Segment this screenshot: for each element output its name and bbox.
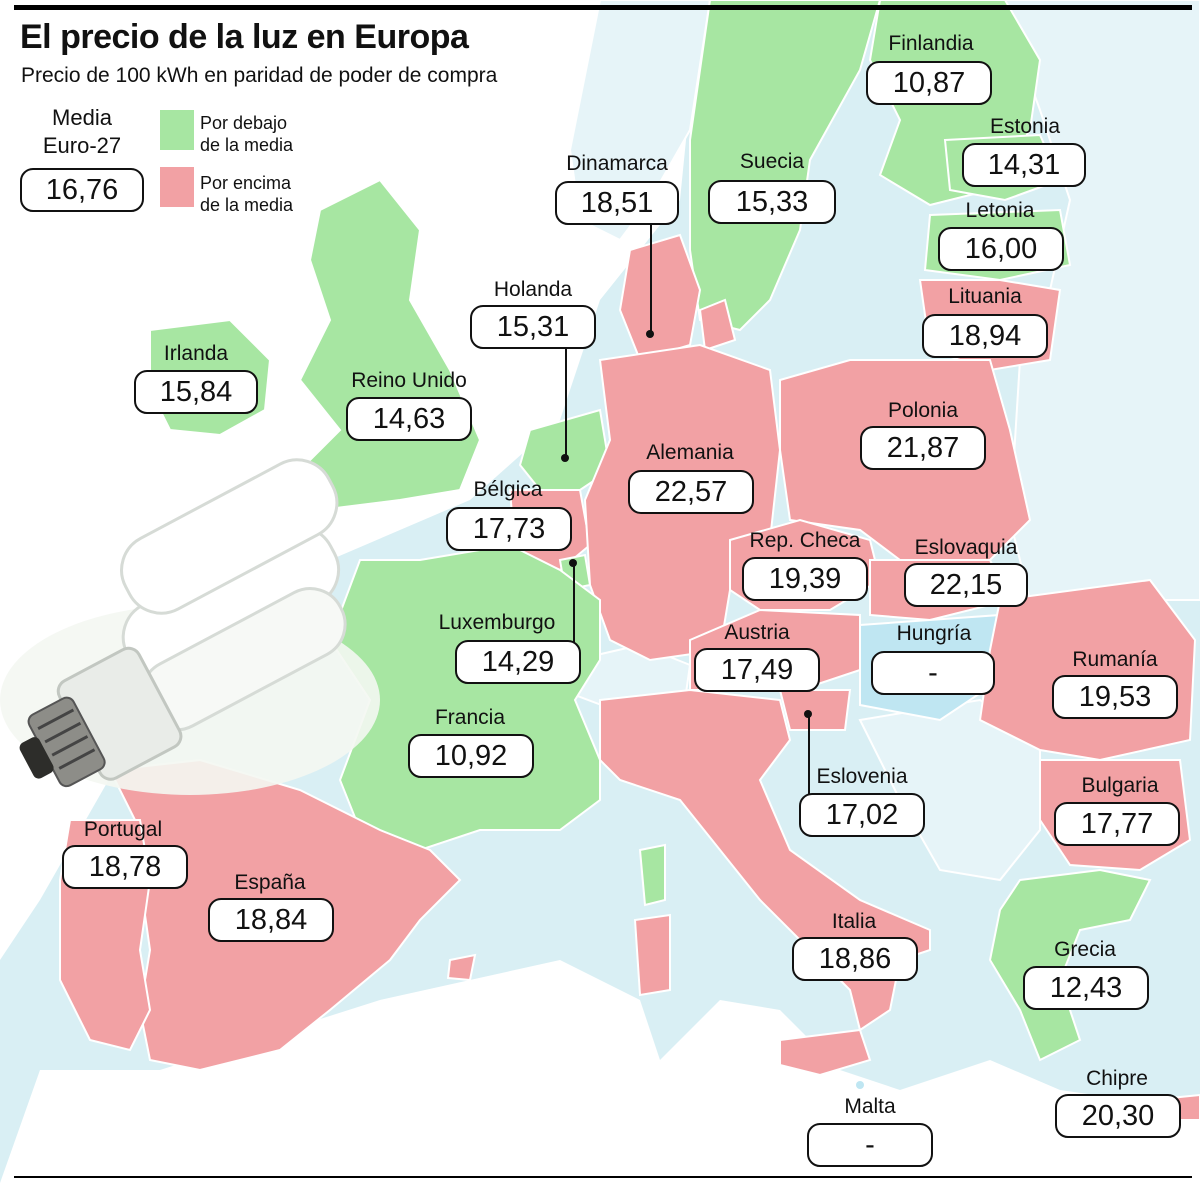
label-dinamarca: Dinamarca bbox=[566, 152, 668, 175]
island-sicilia bbox=[779, 1028, 872, 1077]
label-suecia: Suecia bbox=[739, 150, 805, 173]
label-rep-checa: Rep. Checa bbox=[749, 529, 861, 552]
label-holanda: Holanda bbox=[493, 278, 573, 301]
value-italia: 18,86 bbox=[792, 937, 918, 981]
country-eslovenia bbox=[778, 689, 852, 731]
value-grecia: 12,43 bbox=[1023, 966, 1149, 1010]
label-lituania: Lituania bbox=[948, 285, 1022, 308]
legend-below-line2: de la media bbox=[200, 135, 294, 155]
average-label-line1: Media bbox=[52, 105, 112, 130]
label-bulgaria: Bulgaria bbox=[1081, 774, 1159, 797]
legend-above-line1: Por encima bbox=[200, 173, 292, 193]
label-luxemburgo: Luxemburgo bbox=[438, 611, 556, 634]
value-lituania: 18,94 bbox=[922, 314, 1048, 358]
legend-text-above: Por encima de la media bbox=[200, 172, 293, 216]
leader-dot-dinamarca bbox=[646, 330, 654, 338]
average-value-box: 16,76 bbox=[20, 168, 144, 212]
value-belgica: 17,73 bbox=[446, 507, 572, 551]
average-label-line2: Euro-27 bbox=[42, 133, 122, 158]
value-eslovaquia: 22,15 bbox=[904, 563, 1028, 607]
value-suecia: 15,33 bbox=[708, 180, 836, 224]
label-grecia: Grecia bbox=[1054, 938, 1116, 961]
leader-line-dinamarca bbox=[650, 222, 652, 334]
country-grecia bbox=[988, 868, 1152, 1062]
value-alemania: 22,57 bbox=[628, 470, 754, 514]
value-malta: - bbox=[807, 1123, 933, 1167]
value-luxemburgo: 14,29 bbox=[455, 640, 581, 684]
label-eslovaquia: Eslovaquia bbox=[914, 536, 1018, 559]
top-rule bbox=[14, 5, 1192, 10]
value-letonia: 16,00 bbox=[938, 227, 1064, 271]
value-austria: 17,49 bbox=[694, 648, 820, 692]
bottom-rule bbox=[14, 1176, 1192, 1178]
label-eslovenia: Eslovenia bbox=[816, 765, 908, 788]
value-rep-checa: 19,39 bbox=[742, 557, 868, 601]
light-bulb-icon bbox=[0, 458, 380, 795]
chart-subtitle: Precio de 100 kWh en paridad de poder de… bbox=[21, 64, 498, 87]
legend-swatch-above bbox=[160, 167, 194, 207]
label-rumania: Rumanía bbox=[1072, 648, 1158, 671]
legend-swatch-below bbox=[160, 110, 194, 150]
value-bulgaria: 17,77 bbox=[1054, 802, 1180, 846]
label-malta: Malta bbox=[844, 1095, 896, 1118]
value-hungria: - bbox=[871, 651, 995, 695]
label-austria: Austria bbox=[724, 621, 790, 644]
leader-dot-eslovenia bbox=[804, 710, 812, 718]
label-alemania: Alemania bbox=[646, 441, 734, 464]
label-portugal: Portugal bbox=[83, 818, 163, 841]
value-finlandia: 10,87 bbox=[866, 61, 992, 105]
value-holanda: 15,31 bbox=[470, 305, 596, 349]
value-rumania: 19,53 bbox=[1052, 675, 1178, 719]
chart-title: El precio de la luz en Europa bbox=[20, 18, 469, 56]
country-dinamarca bbox=[618, 233, 702, 362]
label-espana: España bbox=[234, 871, 306, 894]
label-irlanda: Irlanda bbox=[163, 342, 229, 365]
leader-dot-luxemburgo bbox=[569, 559, 577, 567]
country-francia bbox=[328, 543, 601, 852]
label-finlandia: Finlandia bbox=[888, 32, 974, 55]
country-suecia bbox=[689, 0, 882, 332]
label-reino-unido: Reino Unido bbox=[351, 369, 467, 392]
value-chipre: 20,30 bbox=[1055, 1094, 1181, 1138]
label-belgica: Bélgica bbox=[473, 478, 543, 501]
island-corsica bbox=[638, 843, 666, 907]
leader-line-holanda bbox=[565, 346, 567, 458]
country-malta bbox=[856, 1081, 864, 1089]
value-polonia: 21,87 bbox=[860, 426, 986, 470]
label-italia: Italia bbox=[831, 910, 877, 933]
label-hungria: Hungría bbox=[896, 622, 972, 645]
island-cerdena bbox=[633, 913, 671, 997]
value-francia: 10,92 bbox=[408, 734, 534, 778]
value-estonia: 14,31 bbox=[962, 143, 1086, 187]
value-dinamarca: 18,51 bbox=[555, 181, 679, 225]
legend-below-line1: Por debajo bbox=[200, 113, 288, 133]
island-dinamarca bbox=[698, 298, 737, 352]
label-polonia: Polonia bbox=[887, 399, 959, 422]
legend-text-below: Por debajo de la media bbox=[200, 112, 293, 156]
value-portugal: 18,78 bbox=[62, 845, 188, 889]
value-irlanda: 15,84 bbox=[134, 370, 258, 414]
value-espana: 18,84 bbox=[208, 898, 334, 942]
leader-line-eslovenia bbox=[808, 714, 810, 794]
label-chipre: Chipre bbox=[1086, 1067, 1148, 1090]
leader-dot-holanda bbox=[561, 454, 569, 462]
label-francia: Francia bbox=[434, 706, 506, 729]
leader-line-luxemburgo bbox=[573, 563, 575, 643]
value-eslovenia: 17,02 bbox=[799, 793, 925, 837]
island-baleares bbox=[446, 953, 477, 982]
value-reino-unido: 14,63 bbox=[346, 397, 472, 441]
legend-above-line2: de la media bbox=[200, 195, 294, 215]
average-label: Media Euro-27 bbox=[20, 104, 144, 160]
label-letonia: Letonia bbox=[965, 199, 1035, 222]
label-estonia: Estonia bbox=[989, 115, 1061, 138]
